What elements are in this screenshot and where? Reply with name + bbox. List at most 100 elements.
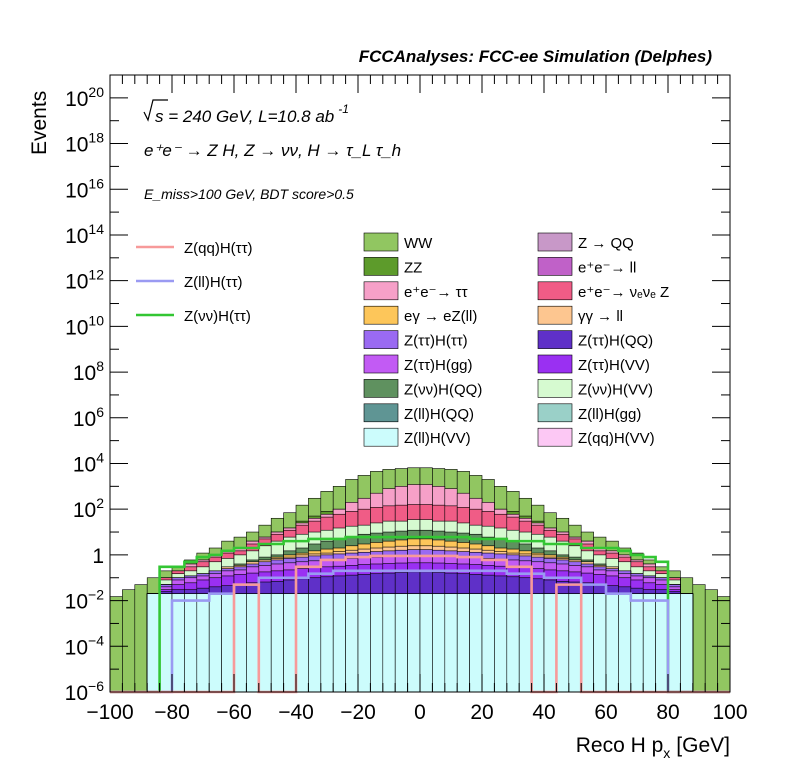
- legend-label: Z(ττ)H(QQ): [578, 333, 653, 350]
- bar-ZllHVV: [345, 593, 359, 693]
- legend-swatch-Z_QQ: [537, 232, 573, 252]
- bar-ZllHVV: [481, 593, 495, 693]
- y-axis-tick-labels: 10−6 10−4 10−2 1 102 104 106 108 1010 1012 1014 101…: [65, 84, 105, 705]
- y-tick-label: 1010: [65, 312, 104, 339]
- x-tick-label: −20: [340, 701, 376, 724]
- bar-ZllHVV: [394, 593, 408, 693]
- legend-label: Z(ττ)H(gg): [404, 357, 473, 374]
- legend-background: [358, 232, 698, 452]
- annotation-selection: E_miss>100 GeV, BDT score>0.5: [144, 186, 354, 202]
- bar-ZllHVV: [332, 593, 346, 693]
- legend-label: e⁺e⁻→ νₑνₑ Z: [578, 284, 669, 301]
- y-tick-label: 1016: [65, 175, 104, 202]
- y-tick-label: 1014: [65, 221, 104, 248]
- legend-label: Z(ll)H(ττ): [184, 274, 243, 291]
- bar-ZllHVV: [184, 593, 198, 693]
- y-tick-label: 1: [92, 545, 104, 568]
- bar-ZllHVV: [221, 593, 235, 693]
- x-tick-label: 100: [712, 701, 747, 724]
- legend-label: Z(ll)H(QQ): [404, 406, 474, 423]
- legend-label: Z(ττ)H(VV): [578, 357, 650, 374]
- y-tick-label: 106: [73, 404, 104, 431]
- legend-swatch-ee_tautau: [363, 281, 399, 301]
- y-tick-label: 1020: [65, 84, 104, 111]
- bar-WW: [122, 589, 136, 693]
- bar-WW: [704, 589, 718, 693]
- bar-ZllHVV: [556, 593, 570, 693]
- bar-ZllHVV: [518, 593, 532, 693]
- x-tick-label: −100: [86, 701, 133, 724]
- annotation-process: e⁺e⁻ → Z H, Z → νν, H → τ_L τ_h: [144, 141, 401, 160]
- y-tick-label: 10−4: [65, 632, 105, 659]
- series-line_ZllHtautau: [110, 569, 730, 694]
- sqrt-symbol-icon: [143, 99, 168, 122]
- bar-ZllHVV: [320, 593, 334, 693]
- x-tick-label: −80: [154, 701, 190, 724]
- x-tick-label: 0: [414, 701, 426, 724]
- legend-swatch-ZllHgg: [537, 403, 573, 423]
- legend-boxes: WW Z → QQ ZZ e⁺e⁻→ ll e⁺e⁻→ ττ e⁺e⁻→ νₑνₑ Z eγ…: [363, 232, 669, 447]
- bar-ZllHVV: [382, 593, 396, 693]
- legend-label: Z(νν)H(ττ): [184, 308, 251, 325]
- y-tick-label: 108: [73, 358, 104, 385]
- legend-swatch-ZtautauHgg: [363, 354, 399, 374]
- legend-label: e⁺e⁻→ ττ: [404, 284, 468, 301]
- legend-swatch-egamma_eZ: [363, 305, 399, 325]
- legend-label: e⁺e⁻→ ll: [578, 259, 636, 276]
- bar-ZllHVV: [667, 593, 681, 693]
- annotation-sqrt-s: s = 240 GeV, L=10.8 ab -1: [143, 99, 349, 126]
- y-axis-label: Events: [28, 91, 51, 155]
- y-tick-label: 10−6: [65, 678, 105, 705]
- legend-swatch-ZtautauHQQ: [537, 330, 573, 349]
- bar-ZllHVV: [655, 593, 669, 693]
- bar-ZllHVV: [444, 593, 458, 693]
- bar-WW: [134, 584, 148, 693]
- bar-ZllHVV: [308, 593, 322, 693]
- legend-label: ZZ: [404, 259, 422, 276]
- bar-ZllHVV: [568, 593, 582, 693]
- bar-ZllHVV: [419, 593, 433, 693]
- bar-WW: [717, 596, 731, 693]
- bar-ZllHVV: [283, 593, 297, 693]
- legend-swatch-ZqqHVV: [537, 427, 573, 447]
- bar-ZllHVV: [432, 593, 446, 693]
- legend-swatch-ZtautauHtautau: [363, 330, 399, 349]
- x-axis-label: Reco H px [GeV]: [576, 734, 730, 761]
- x-tick-label: −60: [216, 701, 252, 724]
- legend-swatch-ZllHVV: [363, 427, 399, 447]
- legend-label: Z(qq)H(ττ): [184, 240, 253, 257]
- bar-WW: [109, 596, 123, 693]
- bar-ZllHVV: [618, 593, 632, 693]
- legend-label: γγ → ll: [578, 308, 623, 325]
- bar-ZllHVV: [233, 593, 247, 693]
- legend-label: WW: [404, 235, 433, 252]
- bar-ZllHVV: [171, 593, 185, 693]
- figure-title: FCCAnalyses: FCC-ee Simulation (Delphes): [359, 47, 713, 66]
- legend-label: Z(ll)H(gg): [578, 406, 641, 423]
- bar-ZllHVV: [605, 593, 619, 693]
- bar-ZllHVV: [506, 593, 520, 693]
- bar-ZllHVV: [531, 593, 545, 693]
- bar-ZllHVV: [469, 593, 483, 693]
- bar-ZllHVV: [357, 593, 371, 693]
- bar-ZllHVV: [494, 593, 508, 693]
- x-tick-label: 40: [532, 701, 555, 724]
- legend-label: eγ → eZ(ll): [404, 308, 477, 325]
- bar-ZllHVV: [196, 593, 210, 693]
- y-tick-label: 1018: [65, 130, 104, 157]
- legend-swatch-ee_ll: [537, 257, 573, 276]
- legend-swatch-gammagamma_ll: [537, 305, 573, 325]
- bar-ZllHVV: [407, 593, 421, 693]
- bar-ZllHVV: [642, 593, 656, 693]
- bar-ZllHVV: [456, 593, 470, 693]
- legend-swatch-ZZ_nuenue: [537, 281, 573, 301]
- x-axis-tick-labels: −100 −80 −60 −40 −20 0 20 40 60 80 100: [86, 701, 747, 724]
- svg-text:s = 240 GeV, L=10.8 ab-1: s = 240 GeV, L=10.8 ab -1: [155, 102, 349, 126]
- y-tick-label: 10−2: [65, 587, 105, 614]
- x-tick-label: 80: [656, 701, 679, 724]
- legend-swatch-ZtautauHVV: [537, 354, 573, 374]
- legend-swatch-ZZ: [363, 257, 399, 276]
- bar-ZllHVV: [295, 593, 309, 693]
- axis-ticks: [109, 74, 731, 693]
